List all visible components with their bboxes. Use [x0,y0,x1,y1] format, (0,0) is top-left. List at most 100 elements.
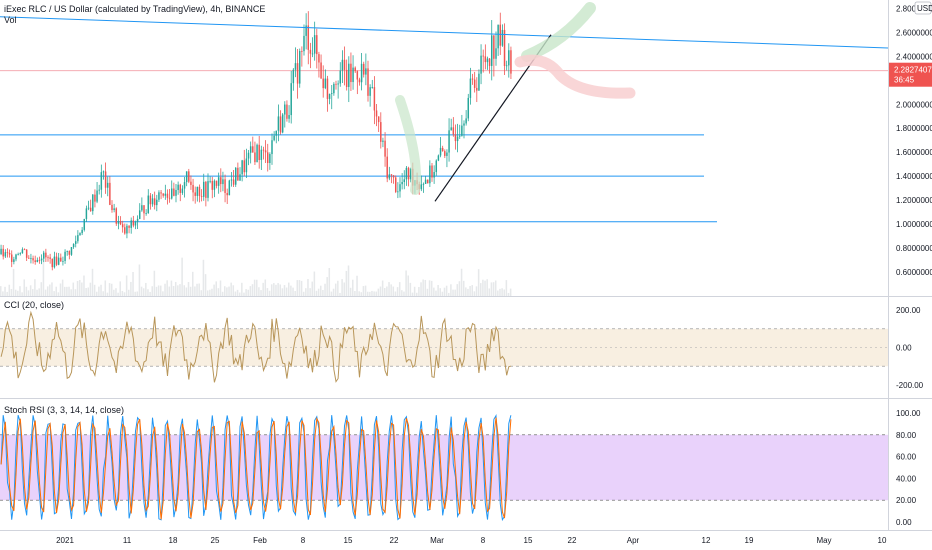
candle-body [441,147,444,152]
candle-body [254,152,256,163]
volume-bar [96,291,98,296]
volume-bar [153,270,156,296]
candle-body [294,63,297,70]
candle-body [262,149,265,151]
candle-body [358,79,361,83]
volume-bar [281,288,284,296]
volume-bar [149,291,151,296]
volume-bar [300,280,303,296]
time-tick-label: 10 [878,536,887,545]
volume-bar [23,279,25,296]
candle-body [245,158,248,173]
volume-bar [213,284,215,296]
candle-body [237,167,239,181]
candle-body [437,155,440,161]
volume-bar [285,287,288,296]
candle-body [508,50,510,66]
volume-bar [81,282,83,296]
candle-body [34,260,36,263]
candle-body [256,144,258,163]
volume-bar [181,257,183,296]
volume-bar [2,291,4,296]
time-tick-label: 8 [301,536,306,545]
price-tick-label: 0.60000000 [896,268,932,277]
chart-title: iExec RLC / US Dollar (calculated by Tra… [4,4,265,14]
candle-body [360,63,363,83]
volume-bar [369,291,371,296]
candle-body [478,73,480,91]
volume-bar [61,279,64,296]
volume-bar [168,286,171,296]
volume-bar [206,290,209,296]
volume-bar [128,289,130,296]
candle-body [373,87,376,111]
candle-body [158,192,160,200]
candle-body [401,181,403,185]
candle-body [322,78,324,89]
volume-bar [292,287,294,296]
candle-body [40,258,43,261]
candle-body [179,184,182,193]
volume-bar [509,288,512,296]
volume-bar [396,287,399,296]
candle-body [431,165,433,178]
volume-bar [68,286,70,296]
volume-bar [305,288,307,296]
candle-body [309,49,312,54]
volume-bar [29,285,32,296]
volume-bar [486,279,488,296]
candle-body [53,256,56,268]
candle-body [23,249,26,251]
candle-body [17,253,19,255]
candle-body [228,180,231,196]
candle-body [185,171,188,183]
candle-body [89,207,92,212]
volume-bar [74,289,77,296]
price-tick-label: 1.40000000 [896,172,932,181]
volume-bar [202,259,205,296]
volume-bar [85,287,87,296]
volume-bar [70,289,72,296]
candle-body [70,247,73,255]
candle-body [28,257,30,259]
candle-body [217,177,220,186]
candle-body [345,69,348,87]
volume-bar [317,288,320,296]
volume-bar [108,283,111,296]
candle-body [36,259,39,263]
candle-body [126,225,128,234]
volume-bar [185,287,188,296]
candle-body [269,154,271,164]
volume-bar [89,282,92,296]
volume-bar [44,289,47,296]
candle-body [115,208,118,224]
candle-body [384,140,386,157]
candle-body [284,104,286,115]
time-tick-label: 18 [169,536,178,545]
volume-bar [364,285,367,296]
volume-bar [307,279,309,296]
volume-bar [313,271,316,296]
cci-tick-label: 200.00 [896,306,921,315]
candle-body [439,147,442,156]
candle-body [166,193,169,198]
candle-body [117,220,120,224]
volume-bar [392,286,395,296]
candle-body [192,184,194,193]
volume-bar [469,286,471,296]
candle-body [348,63,350,87]
volume-bar [8,284,11,296]
volume-bar [332,288,335,296]
volume-bar [87,287,89,296]
volume-bar [10,289,13,296]
volume-bar [309,288,311,296]
candle-body [194,192,196,196]
candle-body [356,71,359,80]
stoch-band [0,434,888,501]
volume-bar [422,279,424,296]
candle-body [138,210,141,219]
candle-body [352,67,354,83]
